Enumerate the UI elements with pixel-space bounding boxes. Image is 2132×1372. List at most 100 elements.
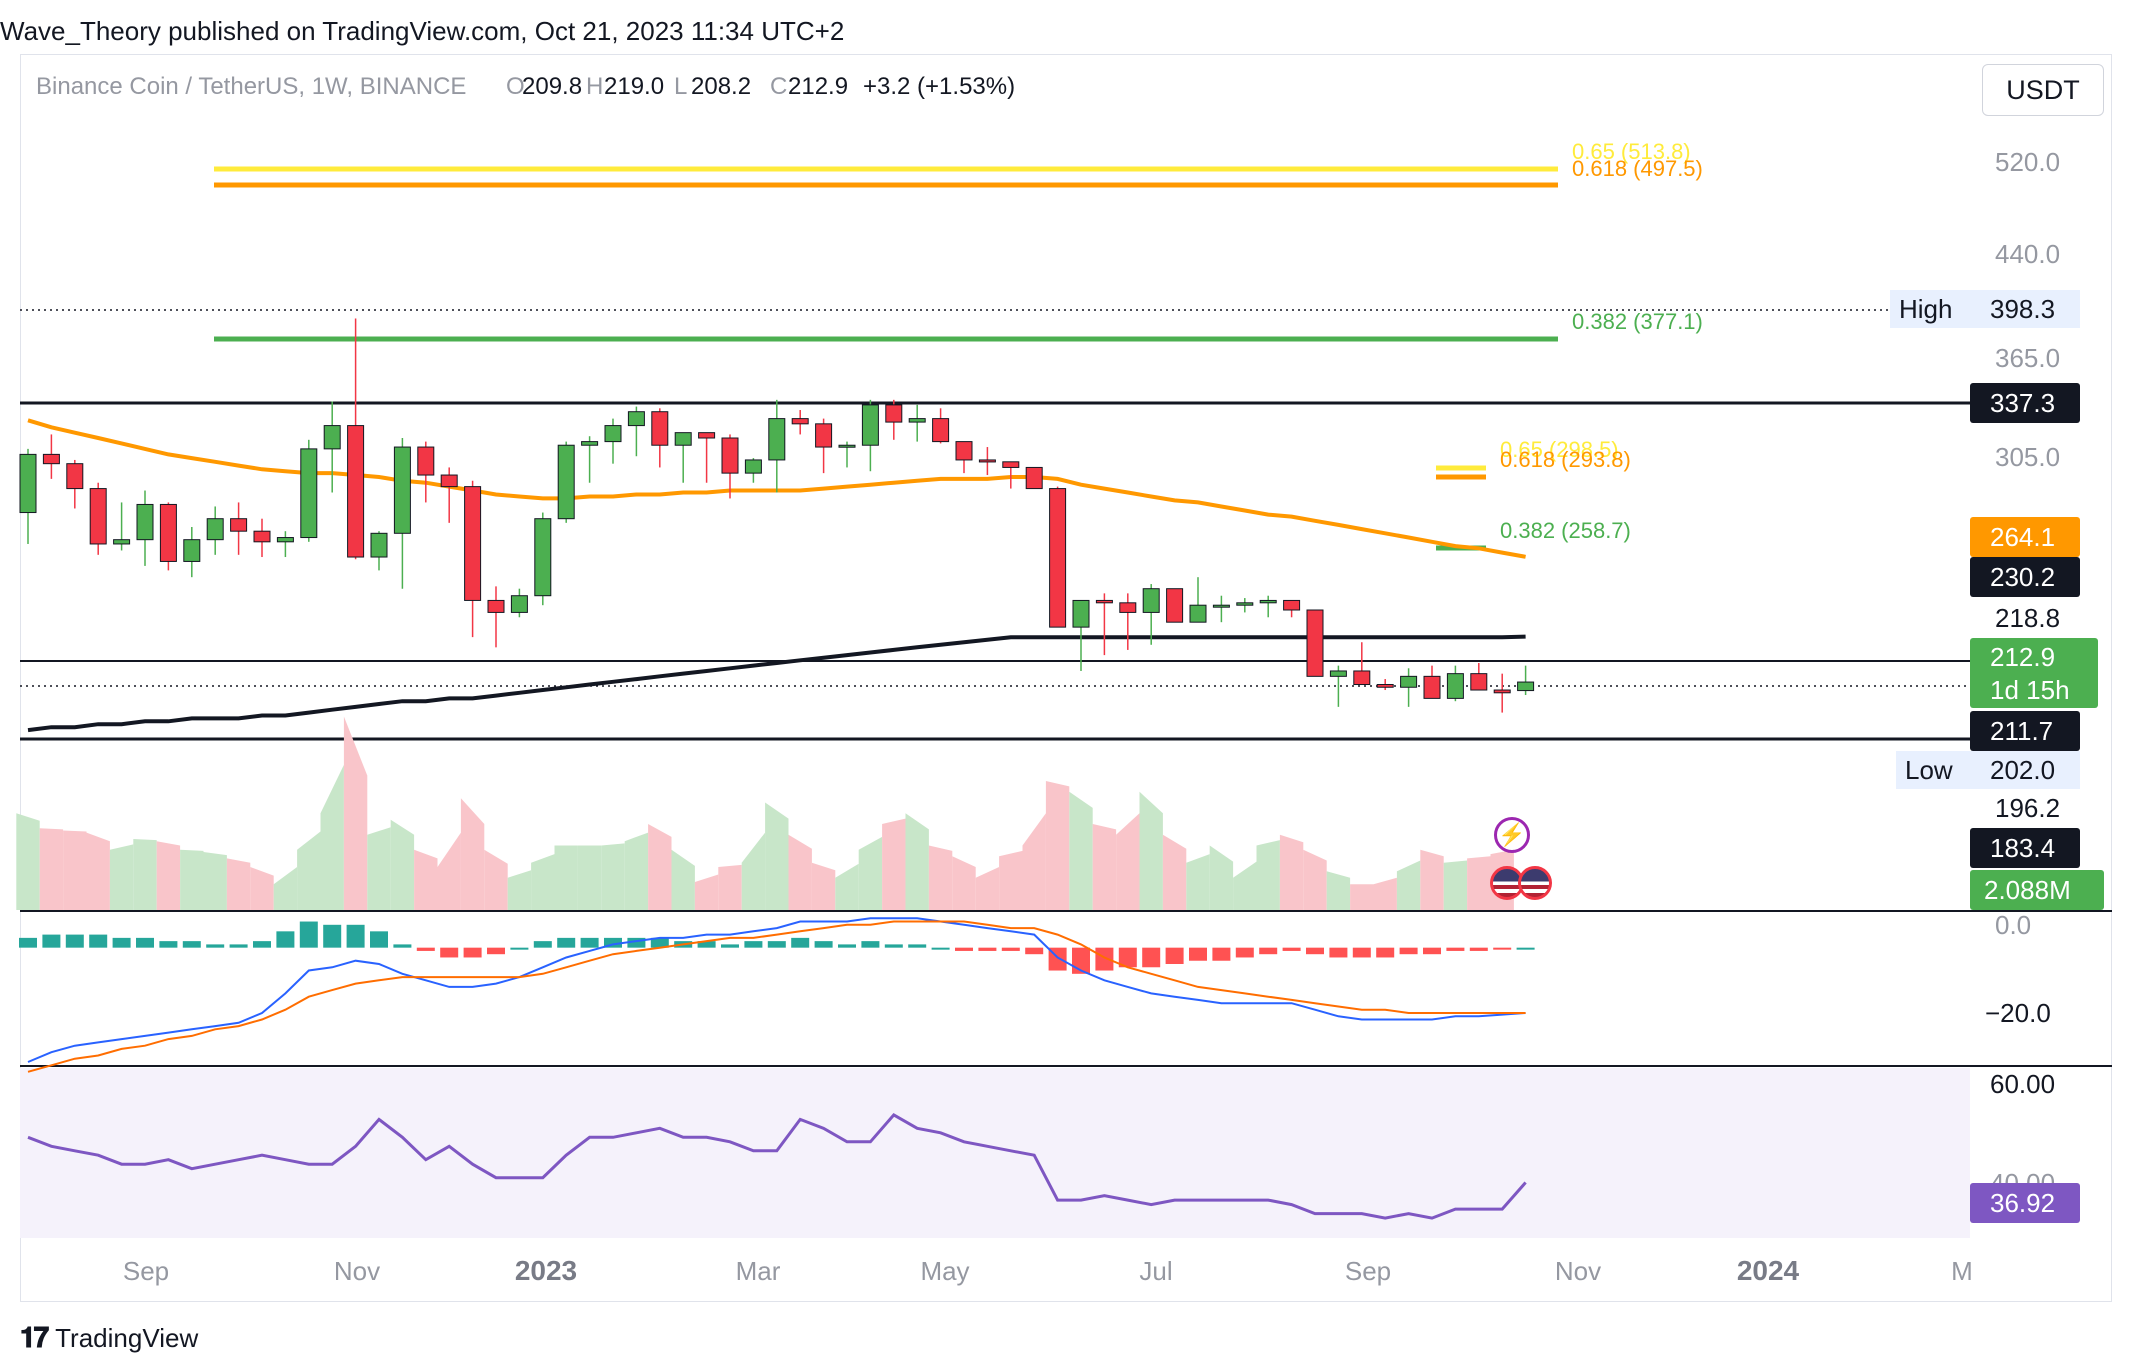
volume-segment	[1326, 871, 1351, 910]
legend-high-label: H	[586, 73, 603, 100]
currency-button[interactable]: USDT	[1982, 64, 2104, 116]
candle	[1072, 599, 1090, 671]
macd-histogram	[19, 921, 1535, 974]
volume-segment	[905, 813, 929, 910]
candle-body	[276, 537, 294, 543]
brand-footer[interactable]: 𝟏𝟕 TradingView	[20, 1322, 198, 1355]
macd-histogram-bar	[1329, 947, 1348, 958]
candle	[347, 318, 365, 560]
candle-body	[1142, 588, 1160, 613]
candle-body	[230, 518, 248, 532]
candle-body	[113, 539, 131, 545]
us-flag-icon[interactable]	[1518, 866, 1552, 900]
macd-histogram-bar	[814, 941, 833, 948]
candle-body	[1189, 604, 1207, 623]
candle-body	[838, 444, 856, 448]
chart-frame[interactable]	[20, 54, 2112, 1302]
volume-segment	[1443, 860, 1468, 910]
macd-histogram-bar	[253, 941, 271, 948]
candle-body	[347, 425, 365, 558]
macd-histogram-bar	[1399, 947, 1418, 955]
candle-body	[1470, 673, 1488, 691]
tag-price: 212.9	[1990, 642, 2055, 672]
high-value: 398.3	[1990, 294, 2055, 324]
volume-segment	[367, 827, 391, 910]
volume-segment	[1396, 860, 1421, 910]
candle	[581, 436, 599, 483]
candle	[230, 502, 248, 555]
volume-segment	[343, 716, 368, 910]
price-tick: 305.0	[1995, 442, 2060, 472]
candle	[861, 399, 879, 472]
candle	[1376, 679, 1394, 691]
macd-histogram-bar	[791, 937, 810, 948]
candle	[159, 502, 177, 571]
macd-histogram-bar	[955, 947, 973, 951]
candle	[604, 418, 622, 464]
volume-segment	[952, 856, 976, 910]
macd-histogram-bar	[838, 944, 856, 948]
tag-ema50-bg	[1970, 517, 2080, 557]
time-tick: Mar	[736, 1256, 781, 1286]
volume-segment	[484, 849, 508, 910]
time-tick: 2024	[1737, 1255, 1800, 1286]
macd-histogram-bar	[206, 944, 225, 948]
time-axis[interactable]: Sep Nov 2023 Mar May Jul Sep Nov 2024 M	[123, 1255, 1973, 1286]
candle	[744, 458, 762, 483]
macd-signal-line	[27, 920, 1526, 1073]
macd-histogram-bar	[1469, 947, 1488, 951]
macd-histogram-bar	[1165, 947, 1184, 964]
candle-body	[1376, 684, 1394, 688]
price-tick: 218.8	[1995, 603, 2060, 633]
candle-body	[1072, 599, 1090, 628]
candle-body	[978, 459, 996, 463]
macd-tick: 0.0	[1995, 910, 2031, 940]
macd-histogram-bar	[159, 941, 178, 948]
macd-histogram-bar	[1376, 947, 1395, 958]
macd-histogram-bar	[1189, 947, 1207, 961]
macd-histogram-bar	[1282, 947, 1301, 951]
candle-body	[861, 404, 879, 446]
candle	[206, 506, 224, 555]
candles	[19, 318, 1535, 713]
volume-segment	[86, 832, 110, 910]
high-value-bg	[1978, 290, 2080, 328]
macd-histogram-bar	[1235, 947, 1254, 958]
volume-segment	[1162, 834, 1187, 910]
volume-segment	[788, 834, 812, 910]
candle-body	[253, 530, 271, 543]
candle-body	[206, 518, 224, 541]
volume-segment	[928, 845, 953, 910]
volume-segment	[1069, 791, 1093, 910]
candle	[651, 408, 669, 468]
volume-segment	[226, 858, 251, 910]
candle-body	[1236, 602, 1254, 606]
volume-segment	[765, 802, 789, 910]
candle	[113, 502, 131, 551]
volume-segment	[156, 841, 181, 910]
macd-histogram-bar	[19, 937, 37, 948]
candle	[300, 439, 318, 542]
candle-body	[768, 418, 786, 461]
tag-ema200-bg	[1970, 557, 2080, 597]
volume-segment	[507, 870, 532, 910]
legend-symbol: Binance Coin / TetherUS, 1W, BINANCE	[36, 73, 466, 100]
volume-segment	[1045, 781, 1070, 910]
tag-resistance: 337.3	[1990, 388, 2055, 418]
tag-price-bg	[1970, 638, 2098, 708]
volume-segment	[414, 849, 438, 910]
price-tick: 520.0	[1995, 147, 2060, 177]
candle	[1329, 665, 1347, 707]
volume-segment	[273, 867, 298, 910]
us-flag-icon[interactable]	[1490, 866, 1524, 900]
candle-body	[417, 446, 435, 476]
candle	[932, 408, 950, 444]
lightning-icon[interactable]: ⚡	[1494, 817, 1530, 853]
volume-segment	[882, 818, 906, 910]
candle-body	[487, 599, 505, 613]
volume-segment	[1350, 884, 1374, 910]
price-axis[interactable]: 520.0 440.0 365.0 305.0 218.8 196.2 High…	[1890, 147, 2104, 910]
candle	[1095, 593, 1113, 656]
fib-lower-0618-label: 0.618 (293.8)	[1500, 447, 1631, 472]
